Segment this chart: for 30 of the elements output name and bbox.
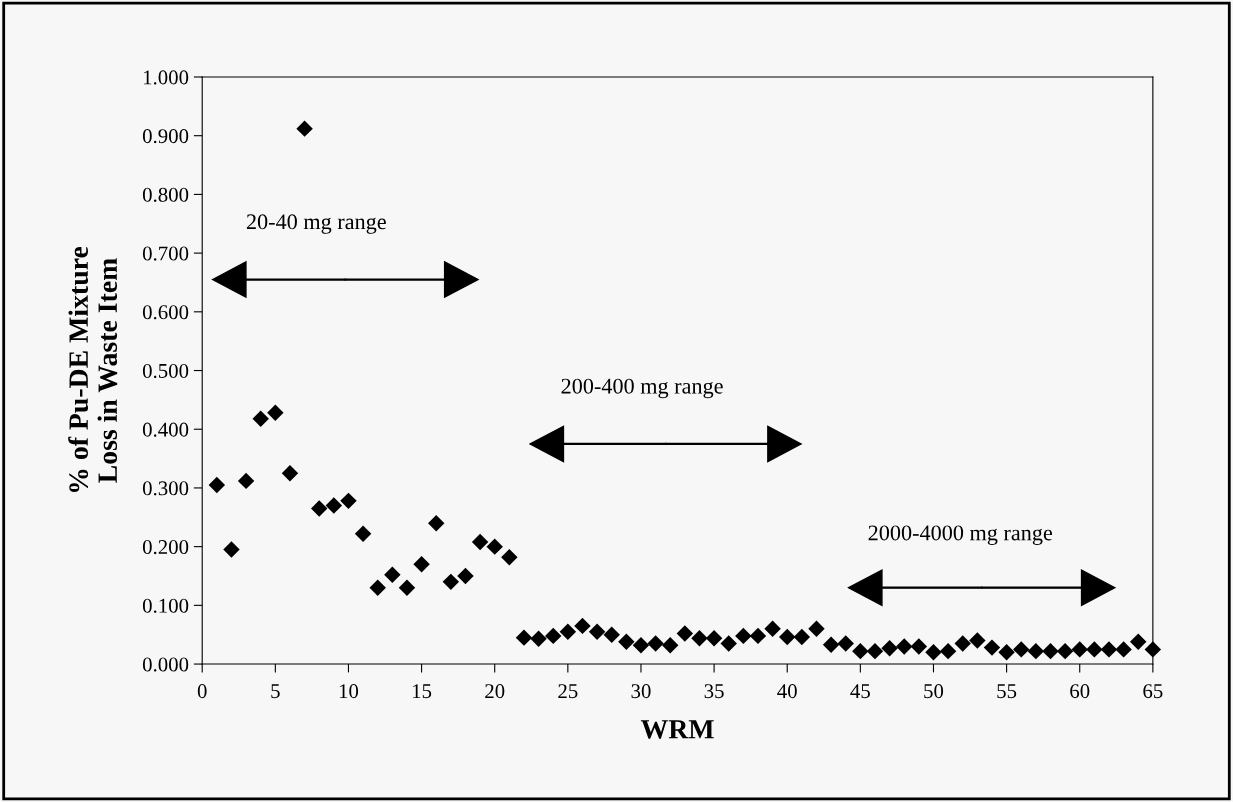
- x-tick-label: 30: [631, 684, 651, 699]
- x-tick-label: 25: [558, 684, 578, 699]
- y-axis-title: % of Pu-DE Mixture Loss in Waste Item: [68, 246, 118, 493]
- x-tick-label: 15: [413, 684, 432, 699]
- y-tick-label: 0.500: [142, 363, 189, 379]
- y-tick-label: 0.900: [142, 129, 189, 144]
- x-tick-label: 20: [485, 684, 505, 699]
- annotation: 200-400 mg range: [561, 378, 723, 399]
- x-tick-label: 0: [197, 684, 207, 699]
- y-tick-label: 1.000: [143, 70, 189, 85]
- y-tick-label: 0.700: [142, 246, 189, 261]
- x-tick-label: 65: [1143, 684, 1163, 699]
- y-tick-label: 0.000: [142, 657, 189, 672]
- x-tick-label: 35: [704, 684, 724, 699]
- x-tick-label: 10: [339, 684, 359, 699]
- x-tick-label: 5: [271, 684, 280, 699]
- annotation: 20-40 mg range: [246, 214, 386, 234]
- x-tick-label: 45: [850, 684, 870, 699]
- x-tick-label: 55: [997, 684, 1017, 699]
- x-axis-title: WRM: [640, 720, 714, 739]
- y-tick-label: 0.600: [142, 305, 189, 320]
- x-tick-label: 40: [777, 684, 797, 699]
- y-tick-label: 0.100: [142, 598, 189, 613]
- x-tick-label: 50: [924, 684, 944, 699]
- y-tick-label: 0.400: [142, 422, 189, 437]
- y-tick-label: 0.800: [142, 187, 189, 202]
- x-tick-label: 60: [1070, 684, 1090, 699]
- y-tick-label: 0.200: [142, 540, 189, 555]
- annotation: 2000-4000 mg range: [868, 525, 1053, 545]
- y-tick-label: 0.300: [142, 481, 189, 496]
